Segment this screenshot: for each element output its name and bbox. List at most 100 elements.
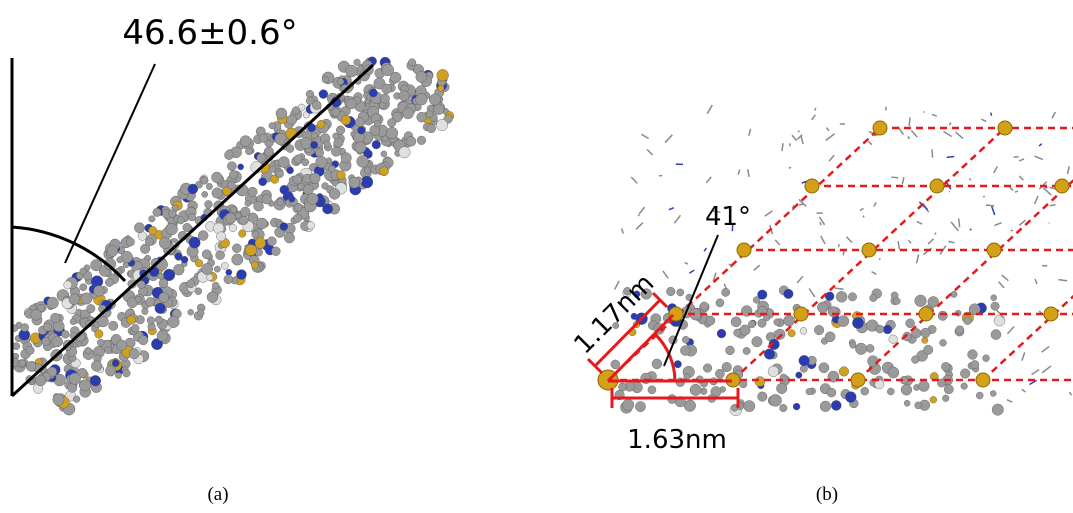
bond [874, 202, 876, 206]
atom [387, 118, 396, 127]
metal-atom [873, 121, 887, 135]
bond [872, 272, 877, 274]
atom [784, 315, 795, 326]
atom [237, 270, 247, 280]
atom [825, 332, 835, 342]
bond [991, 113, 992, 116]
atom [292, 107, 300, 115]
atom [838, 316, 849, 327]
atom [406, 136, 416, 146]
atom [866, 344, 874, 352]
atom [145, 238, 153, 246]
atom [188, 184, 198, 194]
atom [876, 325, 884, 333]
bond [797, 276, 803, 283]
atom [734, 329, 741, 336]
atom [911, 356, 919, 364]
atom [819, 363, 829, 373]
atom [135, 296, 141, 302]
atom [883, 325, 892, 334]
atom [37, 304, 44, 311]
atom [155, 303, 166, 314]
atom [107, 246, 118, 257]
bond [669, 208, 674, 210]
atom [147, 317, 155, 325]
molecule-b [611, 105, 1072, 416]
atom [622, 399, 633, 410]
bond [631, 177, 637, 183]
atom [175, 253, 183, 261]
atom [349, 177, 360, 188]
atom [310, 173, 320, 183]
bond [1002, 275, 1009, 281]
width-label: 1.63nm [627, 425, 727, 455]
atom [417, 112, 427, 122]
atom [968, 350, 978, 360]
atom [42, 337, 50, 345]
atom [26, 361, 36, 371]
bond [801, 136, 803, 144]
atom [814, 325, 824, 335]
atom [188, 214, 195, 221]
atom [381, 151, 387, 157]
atom [108, 321, 117, 330]
atom [991, 329, 1001, 339]
bond [765, 211, 773, 216]
atom [47, 297, 59, 309]
atom [921, 328, 931, 338]
atom [429, 94, 441, 106]
atom [976, 392, 983, 399]
atom [825, 292, 834, 301]
bond [847, 237, 852, 243]
bond [789, 167, 791, 168]
atom [748, 320, 755, 327]
atom [206, 274, 213, 281]
atom [852, 317, 863, 328]
molecule-axis [12, 65, 373, 396]
atom [961, 383, 968, 390]
atom [904, 400, 910, 406]
atom [157, 330, 168, 341]
bond [665, 135, 672, 143]
bond [1035, 156, 1043, 159]
atom [399, 147, 410, 158]
atom [361, 176, 373, 188]
bond [815, 108, 816, 111]
atom [216, 232, 225, 241]
atom [706, 316, 715, 325]
bond [986, 205, 994, 206]
atom [322, 76, 329, 83]
atom [293, 214, 301, 222]
bond [809, 288, 815, 296]
atom [354, 59, 361, 66]
angle-label: 41° [705, 202, 751, 232]
atom [331, 147, 340, 156]
atom [117, 257, 123, 263]
bond [812, 115, 816, 120]
bond [983, 196, 984, 197]
atom [212, 188, 222, 198]
bond [706, 177, 711, 183]
atom [682, 336, 689, 343]
bond [820, 222, 821, 225]
angle-label: 46.6±0.6° [122, 13, 297, 53]
atom [336, 126, 345, 135]
bond [917, 222, 923, 224]
bond [749, 129, 751, 136]
atom [127, 316, 136, 325]
bond [970, 229, 972, 230]
bond [641, 134, 648, 138]
metal-atom [930, 179, 944, 193]
atom [848, 293, 856, 301]
atom [740, 325, 750, 335]
atom [355, 142, 366, 153]
atom [690, 384, 701, 395]
atom [52, 336, 63, 347]
bond [969, 178, 971, 180]
atom [915, 402, 922, 409]
atom [35, 375, 46, 386]
metal-atom [976, 373, 990, 387]
bond [636, 223, 643, 230]
atom [346, 99, 356, 109]
atom [224, 275, 233, 284]
